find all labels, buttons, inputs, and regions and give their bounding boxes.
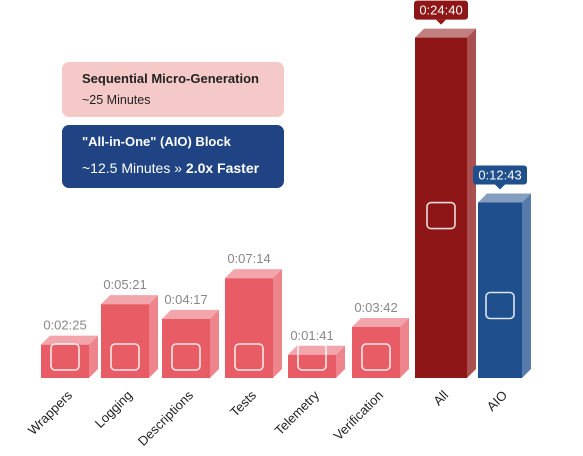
bar-top (225, 269, 282, 279)
legend-subtitle-text: ~25 Minutes (82, 93, 150, 107)
x-tick-label: Telemetry (272, 387, 323, 438)
x-tick-label: Logging (92, 388, 135, 431)
bar-side (467, 28, 476, 378)
bar-side (149, 295, 158, 378)
value-label: 0:12:43 (478, 168, 521, 183)
bar-top (41, 335, 98, 345)
bar (415, 37, 467, 378)
x-tick-label: Wrappers (25, 387, 76, 438)
value-badge (473, 165, 527, 185)
bar-icon (426, 201, 456, 230)
bar-side (210, 309, 219, 378)
bar (162, 318, 210, 378)
bar-icon (361, 343, 391, 371)
bar-top (101, 295, 158, 305)
legend-highlight: 2.0x Faster (186, 160, 260, 176)
bar (101, 304, 149, 378)
legend-subtitle-text: ~12.5 Minutes » (82, 160, 182, 176)
x-tick-label: Descriptions (135, 387, 197, 449)
bar-top (478, 193, 531, 203)
bar-side (273, 269, 282, 378)
bar (478, 202, 522, 378)
bar-icon (50, 343, 80, 371)
value-label: 0:05:21 (103, 277, 146, 292)
bar (288, 354, 336, 378)
value-badge-tip (436, 19, 446, 25)
bar-icon (234, 343, 264, 371)
bar-icon (297, 343, 327, 371)
legend-subtitle: ~25 Minutes (82, 93, 150, 107)
x-tick-label: AIO (484, 388, 510, 414)
x-tick-label: Verification (331, 388, 387, 444)
value-label: 0:01:41 (290, 328, 333, 343)
bar-top (352, 317, 409, 327)
legend-box (62, 62, 284, 117)
value-label: 0:02:25 (43, 318, 86, 333)
bar-icon (485, 291, 515, 320)
value-badge-tip (495, 184, 505, 190)
bar (41, 344, 89, 378)
value-label: 0:04:17 (164, 292, 207, 307)
bar-icon (171, 343, 201, 371)
value-label: 0:07:14 (227, 251, 270, 266)
bar-top (415, 28, 476, 38)
bar-top (288, 345, 345, 355)
legend-title: "All-in-One" (AIO) Block (82, 134, 232, 149)
bar-side (336, 345, 345, 378)
bar (225, 278, 273, 378)
value-label: 0:24:40 (419, 3, 462, 18)
bar-side (89, 335, 98, 378)
value-badge (414, 0, 468, 20)
bar-icon (110, 343, 140, 371)
bar-side (400, 317, 409, 378)
legend-title: Sequential Micro-Generation (82, 71, 259, 86)
legend-subtitle: ~12.5 Minutes » 2.0x Faster (82, 160, 260, 176)
x-tick-label: All (430, 387, 451, 408)
legend-box (62, 125, 284, 188)
bar-side (522, 193, 531, 378)
x-tick-label: Tests (227, 387, 259, 419)
value-label: 0:03:42 (354, 300, 397, 315)
bar-top (162, 309, 219, 319)
